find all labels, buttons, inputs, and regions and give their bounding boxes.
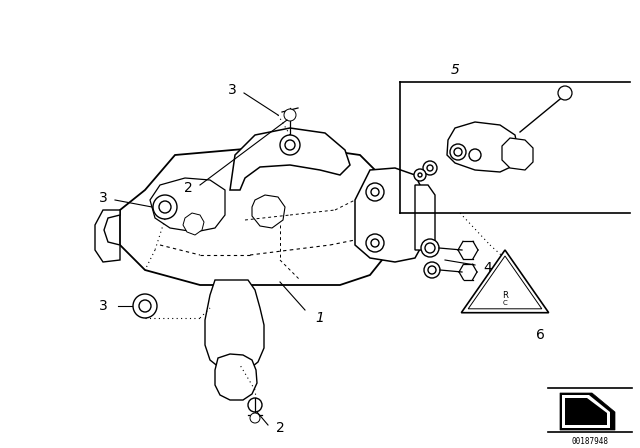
Polygon shape [502, 138, 533, 170]
Circle shape [427, 165, 433, 171]
Text: 2: 2 [276, 421, 284, 435]
Polygon shape [150, 178, 225, 232]
Polygon shape [468, 256, 542, 309]
Circle shape [425, 243, 435, 253]
Text: 5: 5 [451, 63, 460, 77]
Polygon shape [205, 280, 264, 372]
Circle shape [139, 300, 151, 312]
Polygon shape [415, 185, 435, 250]
Circle shape [418, 173, 422, 177]
Circle shape [414, 169, 426, 181]
Polygon shape [560, 393, 615, 430]
Circle shape [366, 183, 384, 201]
Circle shape [250, 413, 260, 423]
Circle shape [371, 239, 379, 247]
Polygon shape [183, 213, 204, 235]
Polygon shape [95, 210, 120, 262]
Polygon shape [252, 195, 285, 228]
Circle shape [133, 294, 157, 318]
Circle shape [558, 86, 572, 100]
Circle shape [421, 239, 439, 257]
Circle shape [159, 201, 171, 213]
Polygon shape [562, 395, 610, 428]
Polygon shape [447, 122, 518, 172]
Text: 3: 3 [99, 299, 108, 313]
Polygon shape [120, 145, 390, 285]
Circle shape [423, 161, 437, 175]
Circle shape [428, 266, 436, 274]
Polygon shape [461, 250, 548, 313]
Text: C: C [502, 300, 508, 306]
Text: 3: 3 [228, 83, 236, 97]
Polygon shape [230, 128, 350, 190]
Circle shape [284, 109, 296, 121]
Polygon shape [565, 398, 607, 425]
Text: 3: 3 [99, 191, 108, 205]
Circle shape [366, 234, 384, 252]
Circle shape [450, 144, 466, 160]
Circle shape [280, 135, 300, 155]
Circle shape [469, 149, 481, 161]
Circle shape [424, 262, 440, 278]
Circle shape [248, 398, 262, 412]
Text: 2: 2 [184, 181, 193, 195]
Text: 6: 6 [536, 328, 545, 342]
Text: 00187948: 00187948 [572, 438, 609, 447]
Text: 4: 4 [484, 261, 492, 275]
Circle shape [153, 195, 177, 219]
Circle shape [285, 140, 295, 150]
Polygon shape [355, 168, 425, 262]
Polygon shape [215, 354, 257, 400]
Circle shape [371, 188, 379, 196]
Circle shape [454, 148, 462, 156]
Text: 1: 1 [316, 311, 324, 325]
Text: R: R [502, 292, 508, 301]
